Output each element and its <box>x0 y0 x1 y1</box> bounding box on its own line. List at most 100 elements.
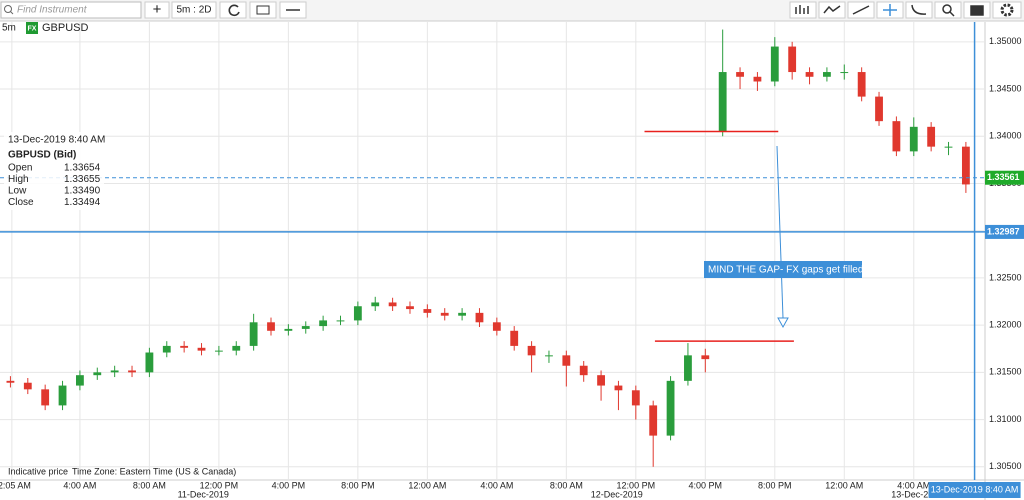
candle-body <box>701 355 710 360</box>
footer-timezone: Time Zone: Eastern Time (US & Canada) <box>72 466 236 476</box>
fx-badge <box>26 22 38 34</box>
candle-body <box>545 355 553 357</box>
overlay: 1.33561 1.32987 13-Dec-2019 8:40 AM <box>0 22 1024 498</box>
crosshair-x-label: 13-Dec-2019 8:40 AM <box>931 484 1019 494</box>
candle-body <box>944 146 953 148</box>
info-label: Open <box>8 163 32 174</box>
add-button[interactable] <box>144 1 170 19</box>
x-tick-label: 12:00 AM <box>408 480 446 490</box>
interval-button[interactable] <box>171 1 217 19</box>
candle-body <box>840 72 849 74</box>
date-label: 11-Dec-2019 <box>178 489 229 499</box>
candle-body <box>736 72 744 77</box>
candle-body <box>527 345 536 356</box>
tool-buttons <box>789 1 1022 19</box>
candle-body <box>875 96 883 122</box>
candle-body <box>41 389 50 406</box>
candle-body <box>388 302 397 307</box>
y-tick-label: 1.32500 <box>989 272 1022 282</box>
crosshair-y-box <box>985 224 1024 239</box>
x-tick-label: 12:00 PM <box>617 480 656 490</box>
x-tick-label: 4:00 PM <box>689 480 723 490</box>
x-tick-label: 4:00 AM <box>897 480 930 490</box>
candle-body <box>927 126 936 147</box>
candle-body <box>319 320 328 327</box>
candle-body <box>892 121 901 152</box>
candle-body <box>249 322 258 346</box>
indicator-icon <box>823 5 841 14</box>
info-title: GBPUSD (Bid) <box>8 150 76 161</box>
search-icon <box>4 5 12 13</box>
y-tick-label: 1.35000 <box>989 36 1022 46</box>
x-tick-label: 4:00 PM <box>272 480 306 490</box>
candle-body <box>145 352 154 373</box>
refresh-button[interactable] <box>219 1 247 19</box>
info-value: 1.33494 <box>64 197 101 208</box>
candle-body <box>232 345 241 351</box>
interval-label: 5m : 2D <box>176 5 211 16</box>
candle-body <box>666 380 675 436</box>
candle-body <box>110 370 119 373</box>
date-label: 12-Dec-2019 <box>591 489 643 499</box>
candle-body <box>76 375 84 386</box>
price-label: 1.33561 <box>987 172 1020 182</box>
annotation-arrowhead <box>777 317 789 329</box>
settings-icon <box>1000 3 1014 17</box>
curve-button[interactable] <box>905 1 933 19</box>
candle-body <box>336 320 345 322</box>
candle-body <box>284 328 293 331</box>
layout-icon <box>256 5 270 15</box>
y-tick-label: 1.30500 <box>989 461 1022 471</box>
zoom-button[interactable] <box>934 1 962 19</box>
x-tick-label: 8:00 AM <box>550 480 583 490</box>
search-box[interactable] <box>0 1 142 19</box>
camera-icon <box>970 5 984 16</box>
footer-note: Indicative price <box>8 466 68 476</box>
candles <box>6 29 970 467</box>
interval-text: 5m <box>2 23 16 34</box>
candle-body <box>823 72 831 77</box>
annotation-arrow <box>776 145 784 319</box>
candle-body <box>579 365 588 376</box>
candle-body <box>353 306 362 321</box>
y-tick-label: 1.34000 <box>989 131 1022 141</box>
layout-button[interactable] <box>249 1 277 19</box>
annotation-text: MIND THE GAP- FX gaps get filled <box>708 265 863 276</box>
candle-body <box>631 390 640 406</box>
candle-body <box>961 146 970 185</box>
annotation-box <box>704 261 862 278</box>
candle-body <box>614 385 623 391</box>
info-value: 1.33654 <box>64 163 101 174</box>
search-icon <box>10 11 14 15</box>
settings-button[interactable] <box>992 1 1022 19</box>
y-tick-label: 1.34500 <box>989 83 1022 93</box>
candle-body <box>909 126 918 152</box>
info-value: 1.33490 <box>64 186 101 197</box>
bars-button[interactable] <box>789 1 817 19</box>
crosshair-icon <box>883 4 897 16</box>
info-value: 1.33655 <box>64 174 101 185</box>
info-label: Close <box>8 197 34 208</box>
candle-body <box>301 326 310 329</box>
x-tick-label: 8:00 PM <box>341 480 375 490</box>
x-tick-label: 8:00 PM <box>758 480 792 490</box>
candle-body <box>492 322 501 331</box>
x-tick-label: 12:00 AM <box>825 480 863 490</box>
candle-body <box>93 372 102 376</box>
x-tick-label: 8:00 AM <box>133 480 166 490</box>
candle-body <box>6 380 15 383</box>
zoom-icon <box>942 4 952 14</box>
bars-icon <box>795 5 809 14</box>
candle-body <box>128 370 136 373</box>
candle-body <box>180 345 189 348</box>
info-panel <box>4 132 104 210</box>
candle-body <box>597 375 605 386</box>
info-label: High <box>8 174 29 185</box>
y-tick-label: 1.32000 <box>989 320 1022 330</box>
candle-body <box>267 322 275 331</box>
candle-body <box>197 347 206 351</box>
candle-body <box>371 302 380 307</box>
candle-body <box>162 345 171 353</box>
candle-body <box>458 312 467 316</box>
